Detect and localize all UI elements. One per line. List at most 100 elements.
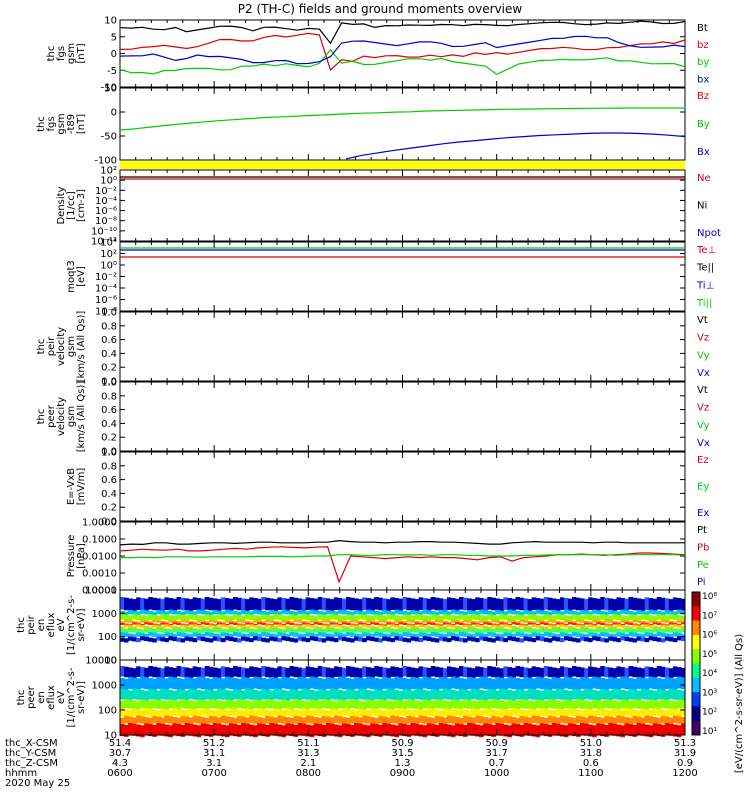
heatmap-cell [471, 708, 476, 716]
heatmap-cell [563, 629, 569, 635]
y-axis-label-line: velocity [56, 327, 67, 366]
heatmap-cell [164, 689, 169, 700]
heatmap-cell [321, 597, 327, 611]
heatmap-cell [454, 633, 460, 638]
heatmap-cell [567, 700, 573, 710]
heatmap-cell [628, 597, 634, 610]
heatmap-cell [499, 627, 504, 633]
heatmap-cell [265, 611, 270, 616]
heatmap-cell [495, 667, 500, 678]
heatmap-cell [596, 636, 601, 642]
time-axis-value: 2.1 [300, 758, 316, 769]
heatmap-cell [257, 622, 262, 625]
heatmap-cell [120, 626, 125, 630]
heatmap-cell [180, 628, 186, 634]
heatmap-cell [156, 716, 161, 725]
y-tick-label: 0.2 [101, 363, 117, 374]
heatmap-cell [410, 676, 416, 689]
heatmap-cell [434, 689, 440, 701]
heatmap-cell [519, 614, 525, 621]
y-tick-label: 0.4 [101, 489, 117, 500]
heatmap-cell [584, 599, 589, 612]
heatmap-cell [176, 611, 182, 616]
heatmap-cell [495, 710, 500, 718]
heatmap-cell [519, 709, 525, 717]
heatmap-cell [454, 667, 460, 679]
heatmap-cell [285, 723, 290, 736]
heatmap-cell [317, 708, 323, 717]
heatmap-cell [555, 599, 561, 612]
heatmap-cell [604, 699, 609, 708]
heatmap-cell [519, 628, 525, 634]
heatmap-cell [636, 598, 642, 611]
heatmap-cell [418, 666, 424, 677]
y-axis-label-line: peir [26, 614, 37, 634]
heatmap-cell [200, 717, 206, 725]
heatmap-cell [354, 598, 359, 611]
time-axis-row-label: thc_Z-CSM [5, 758, 58, 769]
heatmap-cell [592, 619, 597, 623]
heatmap-cell [640, 634, 646, 639]
heatmap-cell [172, 636, 177, 642]
heatmap-cell [168, 699, 173, 709]
heatmap-cell [612, 677, 617, 690]
heatmap-cell [257, 677, 262, 690]
heatmap-cell [527, 622, 533, 625]
heatmap-cell [220, 632, 226, 637]
heatmap-cell [511, 615, 516, 622]
heatmap-cell [362, 637, 367, 643]
heatmap-cell [358, 613, 363, 620]
heatmap-cell [563, 667, 569, 678]
heatmap-cell [354, 716, 359, 725]
heatmap-cell [257, 723, 262, 736]
heatmap-cell [370, 598, 375, 612]
y-tick-label: 50 [104, 84, 117, 95]
heatmap-cell [285, 690, 290, 702]
heatmap-cell [253, 690, 258, 701]
heatmap-cell [277, 678, 282, 691]
heatmap-cell [136, 701, 141, 711]
heatmap-cell [616, 611, 621, 616]
heatmap-cell [551, 609, 557, 615]
heatmap-cell [144, 627, 149, 633]
y-tick-label: 10⁻² [95, 272, 117, 283]
heatmap-cell [160, 677, 165, 690]
heatmap-cell [132, 626, 137, 629]
heatmap-cell [370, 615, 375, 622]
heatmap-cell [382, 723, 387, 735]
heatmap-cell [664, 625, 670, 629]
heatmap-cell [313, 622, 319, 625]
series-line-Bt [119, 20, 686, 45]
heatmap-cell [652, 717, 658, 725]
heatmap-cell [160, 688, 165, 699]
panel-frame [119, 381, 686, 452]
heatmap-cell [434, 624, 440, 628]
heatmap-cell [297, 667, 303, 678]
heatmap-cell [216, 688, 222, 699]
heatmap-cell [406, 619, 412, 623]
heatmap-cell [196, 636, 202, 641]
heatmap-cell [676, 699, 682, 709]
heatmap-cell [277, 666, 282, 677]
heatmap-cell [144, 717, 149, 725]
heatmap-cell [636, 716, 642, 725]
heatmap-cell [576, 638, 581, 643]
heatmap-cell [402, 622, 408, 625]
heatmap-cell [446, 611, 452, 616]
heatmap-cell [249, 621, 254, 625]
heatmap-cell [237, 624, 242, 628]
heatmap-cell [584, 708, 589, 716]
heatmap-cell [555, 622, 561, 625]
heatmap-cell [567, 633, 573, 638]
heatmap-cell [233, 717, 238, 726]
heatmap-cell [422, 636, 428, 641]
heatmap-cell [273, 688, 278, 699]
heatmap-cell [212, 627, 218, 632]
heatmap-cell [301, 668, 307, 679]
heatmap-cell [487, 614, 492, 620]
heatmap-cell [301, 610, 307, 615]
heatmap-cell [124, 619, 129, 623]
colorbar-tick-label: 10⁴ [702, 669, 717, 679]
heatmap-cell [547, 597, 553, 611]
heatmap-cell [188, 626, 194, 629]
